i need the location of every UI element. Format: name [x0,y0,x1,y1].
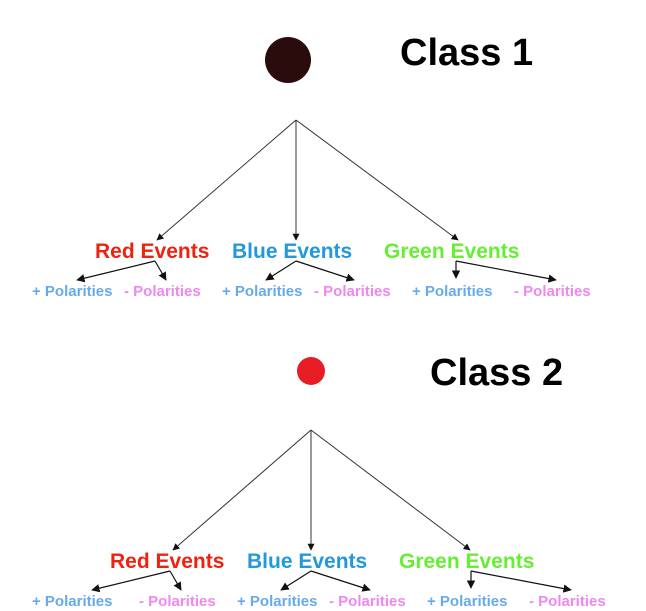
class-2-dot [297,357,325,385]
edge-class1-green [295,119,459,241]
edge-class2-red-pos [91,570,171,593]
class-2-blue-pos-polarities: + Polarities [237,593,317,610]
edge-class1-red-neg [154,260,167,281]
edge-class1-green-neg [455,260,557,283]
class-2-blue-neg-polarities: - Polarities [329,593,406,610]
class-2-blue-events: Blue Events [247,550,367,573]
class-1-blue-events: Blue Events [232,240,352,263]
edge-class2-green [310,429,471,551]
edge-class1-red-pos [76,260,156,283]
class-1-red-neg-polarities: - Polarities [124,283,201,300]
edge-class2-blue-pos [280,570,312,591]
edge-class1-blue-pos [265,260,297,281]
edge-class1-blue-neg [295,260,355,282]
edge-class2-red-neg [169,570,182,591]
class-1-blue-neg-polarities: - Polarities [314,283,391,300]
class-1-group: Class 1 Red Events Blue Events Green Eve… [32,32,591,300]
class-1-dot [265,37,311,83]
class-1-green-neg-polarities: - Polarities [514,283,591,300]
class-1-red-pos-polarities: + Polarities [32,283,112,300]
class-2-green-neg-polarities: - Polarities [529,593,606,610]
class-1-blue-pos-polarities: + Polarities [222,283,302,300]
edge-class1-red [156,119,297,241]
class-2-red-events: Red Events [110,550,224,573]
class-2-green-pos-polarities: + Polarities [427,593,507,610]
class-1-title: Class 1 [400,32,533,74]
class-2-green-events: Green Events [399,550,534,573]
class-2-group: Class 2 Red Events Blue Events Green Eve… [32,352,606,610]
edge-class2-red [172,429,312,551]
class-1-green-events: Green Events [384,240,519,263]
class-1-green-pos-polarities: + Polarities [412,283,492,300]
class-2-title: Class 2 [430,352,563,394]
class-2-red-neg-polarities: - Polarities [139,593,216,610]
class-1-red-events: Red Events [95,240,209,263]
edge-class2-green-neg [470,570,572,593]
class-2-red-pos-polarities: + Polarities [32,593,112,610]
edge-class2-blue-neg [310,570,371,592]
